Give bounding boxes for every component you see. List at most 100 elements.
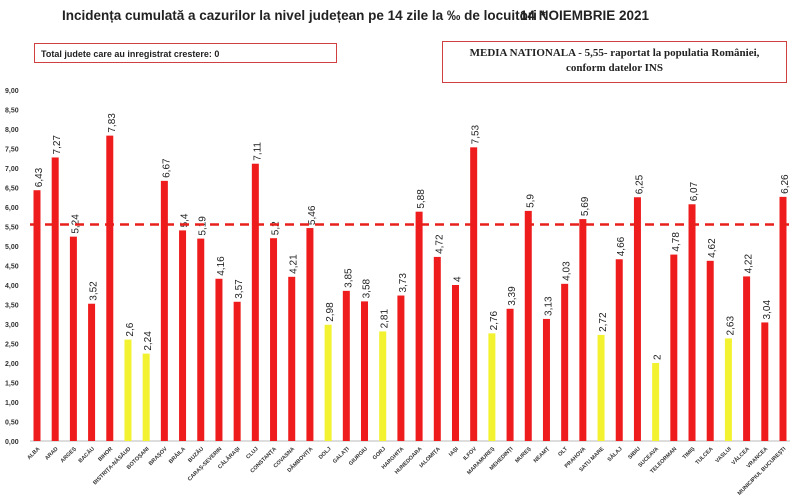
data-label: 4,16 — [216, 256, 227, 276]
y-tick-label: 1,00 — [5, 400, 19, 407]
bar-vâlcea — [743, 276, 751, 441]
data-label: 4 — [452, 276, 463, 282]
data-label: 3,39 — [507, 286, 518, 306]
bar-buzău — [197, 238, 205, 441]
y-tick-label: 4,50 — [5, 264, 19, 271]
data-label: 5,69 — [580, 196, 591, 216]
x-tick-label: IAȘI — [448, 446, 460, 458]
bar-mehedinți — [506, 308, 514, 441]
bar-hunedoara — [415, 211, 423, 441]
y-tick-label: 5,00 — [5, 244, 19, 251]
national-average-line1: MEDIA NATIONALA - 5,55- raportat la popu… — [469, 47, 760, 59]
data-label: 2,63 — [725, 316, 736, 336]
data-label: 4,22 — [744, 254, 755, 274]
chart-date: 14 NOIEMBRIE 2021 — [520, 8, 650, 23]
increase-note-box: Total judete care au inregistrat crester… — [34, 43, 337, 63]
y-tick-label: 7,00 — [5, 166, 19, 173]
bar-vrancea — [761, 322, 769, 441]
bar-constanța — [270, 238, 278, 441]
data-label: 5,4 — [180, 213, 191, 227]
bar-dâmbovița — [306, 228, 314, 441]
bar-timiș — [688, 204, 696, 441]
bar-suceava — [652, 363, 660, 441]
x-tick-label: SIBIU — [627, 446, 642, 461]
data-label: 5,2 — [271, 221, 282, 235]
y-tick-label: 1,50 — [5, 381, 19, 388]
x-tick-label: GORJ — [372, 446, 387, 461]
y-tick-label: 0,00 — [5, 439, 19, 446]
bar-argeș — [69, 236, 77, 441]
x-tick-label: BRAȘOV — [148, 446, 169, 467]
bar-sibiu — [633, 197, 641, 441]
data-label: 4,21 — [289, 254, 300, 274]
x-tick-label: BUZĂU — [187, 445, 206, 464]
data-label: 4,66 — [616, 236, 627, 256]
data-label: 3,04 — [762, 300, 773, 320]
y-tick-label: 8,00 — [5, 127, 19, 134]
data-label: 3,85 — [343, 268, 354, 288]
bar-gorj — [379, 331, 387, 441]
bar-ilfov — [470, 147, 478, 441]
bar-botoșani — [142, 353, 150, 441]
bar-arad — [51, 157, 59, 441]
national-average-box: MEDIA NATIONALA - 5,55- raportat la popu… — [442, 41, 787, 83]
national-average-line2: conform datelor INS — [566, 62, 663, 74]
bar-giurgiu — [361, 301, 369, 441]
bar-cluj — [251, 163, 259, 441]
y-tick-label: 6,50 — [5, 186, 19, 193]
bar-dolj — [324, 324, 332, 441]
bar-sălaj — [615, 259, 623, 441]
bar-covasna — [288, 276, 296, 441]
y-tick-label: 9,00 — [5, 88, 19, 95]
data-label: 4,72 — [434, 234, 445, 254]
data-label: 6,25 — [634, 174, 645, 194]
y-tick-label: 7,50 — [5, 147, 19, 154]
y-tick-label: 2,00 — [5, 361, 19, 368]
y-tick-label: 5,50 — [5, 225, 19, 232]
x-tick-label: SĂLAJ — [606, 445, 624, 463]
data-label: 3,57 — [234, 279, 245, 299]
data-label: 7,53 — [471, 124, 482, 144]
x-tick-label: ILFOV — [462, 446, 478, 462]
bar-harghita — [397, 295, 405, 441]
bar-mureș — [524, 210, 532, 441]
x-tick-label: TIMIȘ — [682, 446, 697, 461]
y-tick-label: 4,00 — [5, 283, 19, 290]
x-tick-label: ARGEȘ — [60, 446, 78, 464]
data-label: 6,26 — [780, 174, 791, 194]
chart-title: Incidența cumulată a cazurilor la nivel … — [62, 8, 546, 23]
bar-iași — [451, 285, 459, 441]
data-label: 4,78 — [671, 232, 682, 252]
x-tick-label: CLUJ — [245, 446, 259, 460]
bar-vaslui — [724, 338, 732, 441]
data-label: 7,11 — [252, 142, 263, 161]
bar-bacău — [88, 303, 96, 441]
x-tick-label: NEAMȚ — [533, 446, 552, 465]
x-tick-label: DOLJ — [318, 446, 333, 461]
x-tick-label: BIHOR — [97, 446, 114, 463]
data-label: 2,24 — [143, 331, 154, 351]
data-label: 7,83 — [107, 113, 118, 133]
data-label: 7,27 — [52, 135, 63, 155]
data-label: 3,52 — [89, 281, 100, 301]
x-tick-label: GIURGIU — [348, 446, 369, 467]
bar-brașov — [160, 180, 168, 441]
x-tick-label: TULCEA — [695, 446, 715, 466]
bar-satu-mare — [597, 334, 605, 441]
x-tick-label: BRĂILA — [167, 445, 187, 465]
data-label: 2,76 — [489, 310, 500, 330]
x-tick-label: BACĂU — [77, 445, 96, 464]
y-tick-label: 3,50 — [5, 303, 19, 310]
bar-ialomița — [433, 256, 441, 441]
bar-bistrița-năsăud — [124, 339, 132, 441]
y-tick-label: 8,50 — [5, 108, 19, 115]
data-label: 2,81 — [380, 309, 391, 329]
bar-tulcea — [706, 260, 714, 441]
x-tick-label: ARAD — [44, 446, 59, 461]
data-label: 4,62 — [707, 238, 718, 258]
bar-călărași — [233, 301, 241, 441]
y-tick-label: 6,00 — [5, 205, 19, 212]
x-tick-label: MUREȘ — [514, 446, 533, 465]
bar-teleorman — [670, 254, 678, 441]
